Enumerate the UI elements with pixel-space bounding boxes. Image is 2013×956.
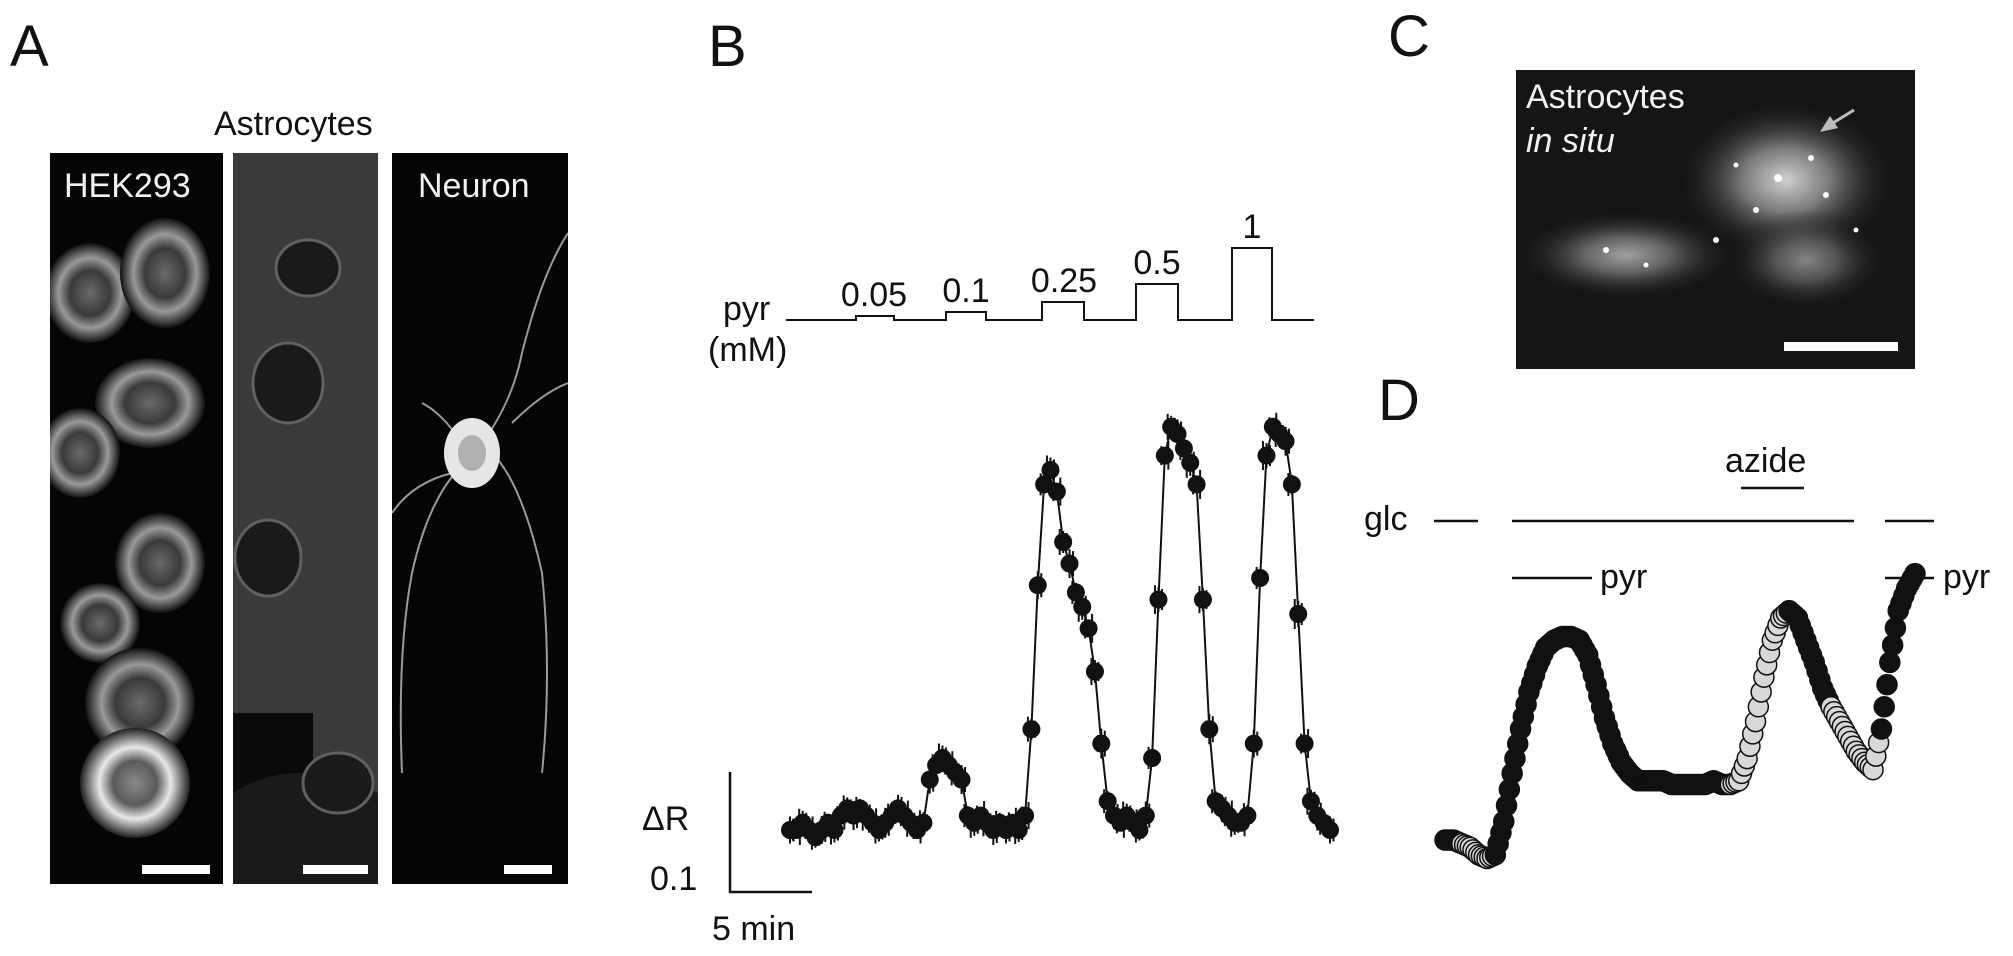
panel-d-letter: D: [1378, 368, 1420, 433]
in-situ-scale-bar: [1784, 342, 1898, 351]
trace-b-point: [1174, 439, 1193, 458]
trace-b-point: [1054, 533, 1073, 551]
astrocytes-micrograph: [233, 153, 378, 884]
panel-c-letter: C: [1388, 4, 1430, 69]
trace-b-point: [1168, 425, 1187, 443]
trace-b-point: [1238, 806, 1257, 825]
trace-b-point: [1200, 720, 1219, 739]
neuron-micrograph: Neuron: [392, 153, 568, 884]
trace-b-point: [1257, 446, 1276, 465]
hek293-label: HEK293: [64, 167, 191, 205]
trace-d-point: [1904, 562, 1926, 585]
trace-b-point: [1060, 554, 1079, 573]
panel-b-scale-bar: [728, 772, 812, 894]
trace-b-point: [1155, 446, 1174, 465]
trace-b-point: [1276, 432, 1295, 451]
neuron-scale-bar: [504, 865, 552, 874]
scale-y-value: 0.1: [650, 860, 697, 898]
conc-label-0-1: 0.1: [942, 272, 989, 310]
trace-b-point: [1028, 576, 1047, 595]
trace-b-point: [1066, 583, 1085, 602]
pyr-label-d-1: pyr: [1600, 558, 1647, 596]
panel-b-ratio-trace: [781, 412, 1339, 850]
trace-b-point: [1244, 734, 1263, 753]
trace-b-point: [1016, 806, 1035, 825]
trace-b-point: [1022, 720, 1041, 739]
trace-b-point: [825, 821, 844, 839]
trace-b-point: [1149, 590, 1168, 609]
trace-b-point: [1136, 806, 1155, 825]
trace-b-point: [1047, 482, 1066, 501]
trace-b-point: [1098, 792, 1117, 811]
pyr-unit-label: (mM): [708, 331, 788, 369]
trace-b-point: [1143, 749, 1162, 767]
trace-b-point: [1085, 662, 1104, 681]
trace-b-point: [1073, 597, 1092, 616]
neuron-label: Neuron: [418, 167, 530, 205]
trace-b-point: [1041, 461, 1060, 479]
trace-b-point: [920, 770, 939, 789]
in-situ-caption-line1: Astrocytes: [1526, 78, 1685, 116]
astrocytes-in-situ-micrograph: Astrocytes in situ: [1516, 70, 1915, 369]
trace-b-point: [1282, 475, 1301, 494]
trace-b-point: [1187, 475, 1206, 494]
trace-b-point: [1289, 605, 1308, 623]
pyr-label: pyr: [723, 290, 771, 328]
scale-y-label: ΔR: [642, 800, 689, 838]
glc-label: glc: [1364, 500, 1407, 538]
scale-x-label: 5 min: [712, 910, 795, 948]
conc-label-0-05: 0.05: [841, 276, 907, 314]
conc-label-0-5: 0.5: [1133, 244, 1180, 282]
trace-b-point: [914, 813, 933, 832]
panel-a-letter: A: [10, 14, 49, 79]
trace-d-point: [1870, 718, 1893, 740]
trace-d-point: [1876, 673, 1898, 696]
astrocytes-group-label: Astrocytes: [214, 105, 373, 143]
conc-label-0-25: 0.25: [1031, 262, 1097, 300]
trace-b-point: [1079, 619, 1098, 638]
trace-b-point: [1251, 569, 1270, 587]
trace-b-point: [1130, 821, 1149, 839]
trace-b-point: [1295, 734, 1314, 753]
azide-label: azide: [1725, 442, 1806, 480]
pyr-label-d-2: pyr: [1943, 558, 1990, 596]
trace-b-point: [1321, 821, 1339, 839]
trace-b-point: [1092, 734, 1111, 753]
panel-b-letter: B: [708, 14, 747, 79]
trace-b-point: [1193, 590, 1212, 609]
in-situ-caption-line2: in situ: [1526, 122, 1615, 160]
trace-d-point: [1873, 696, 1895, 718]
panel-d-ratio-trace: [1434, 562, 1926, 870]
trace-b-point: [1301, 792, 1320, 811]
conc-label-1: 1: [1243, 208, 1262, 246]
trace-b-point: [952, 770, 971, 789]
hek293-micrograph: HEK293: [50, 153, 223, 884]
trace-b-point: [1009, 821, 1028, 839]
trace-b-point: [1181, 453, 1200, 472]
hek293-scale-bar: [142, 865, 210, 874]
astrocytes-scale-bar: [303, 865, 368, 874]
